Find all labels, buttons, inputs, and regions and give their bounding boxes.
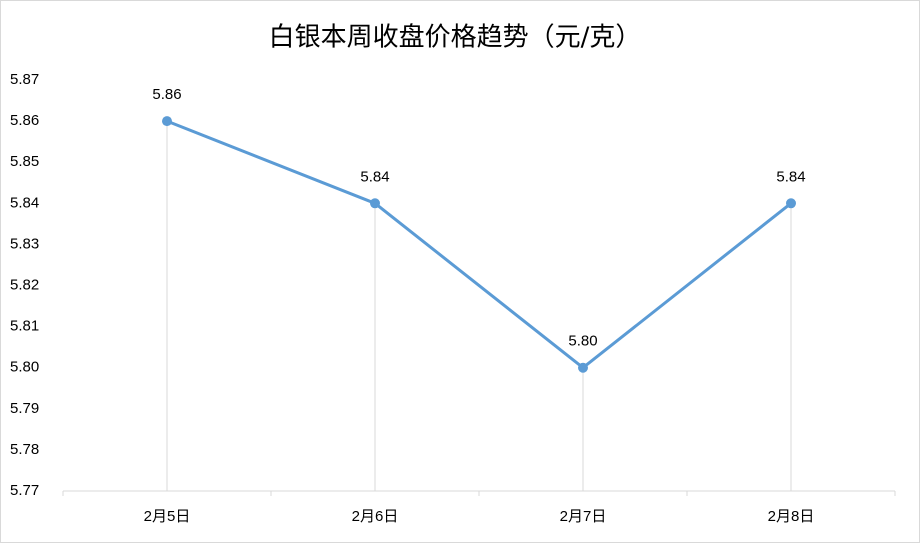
y-tick-label: 5.87 — [10, 71, 39, 88]
y-tick-label: 5.79 — [10, 400, 39, 417]
y-tick-label: 5.85 — [10, 153, 39, 170]
y-tick-label: 5.82 — [10, 276, 39, 293]
x-tick-label: 2月8日 — [768, 508, 815, 525]
data-label: 5.86 — [152, 86, 181, 103]
data-label: 5.84 — [776, 168, 805, 185]
data-label: 5.84 — [360, 168, 389, 185]
y-tick-label: 5.86 — [10, 112, 39, 129]
y-tick-label: 5.84 — [10, 194, 39, 211]
point — [370, 198, 380, 209]
y-tick-label: 5.83 — [10, 235, 39, 252]
point — [162, 116, 172, 127]
point — [578, 362, 588, 373]
x-tick-label: 2月7日 — [560, 508, 607, 525]
x-tick-label: 2月6日 — [352, 508, 399, 525]
y-tick-label: 5.80 — [10, 359, 39, 376]
point — [786, 198, 796, 209]
y-tick-label: 5.81 — [10, 318, 39, 335]
x-tick-label: 2月5日 — [144, 508, 191, 525]
data-label: 5.80 — [568, 333, 597, 350]
y-tick-label: 5.77 — [10, 482, 39, 499]
chart-title: 白银本周收盘价格趋势（元/克） — [269, 23, 642, 53]
line — [166, 119, 792, 370]
y-tick-label: 5.78 — [10, 441, 39, 458]
